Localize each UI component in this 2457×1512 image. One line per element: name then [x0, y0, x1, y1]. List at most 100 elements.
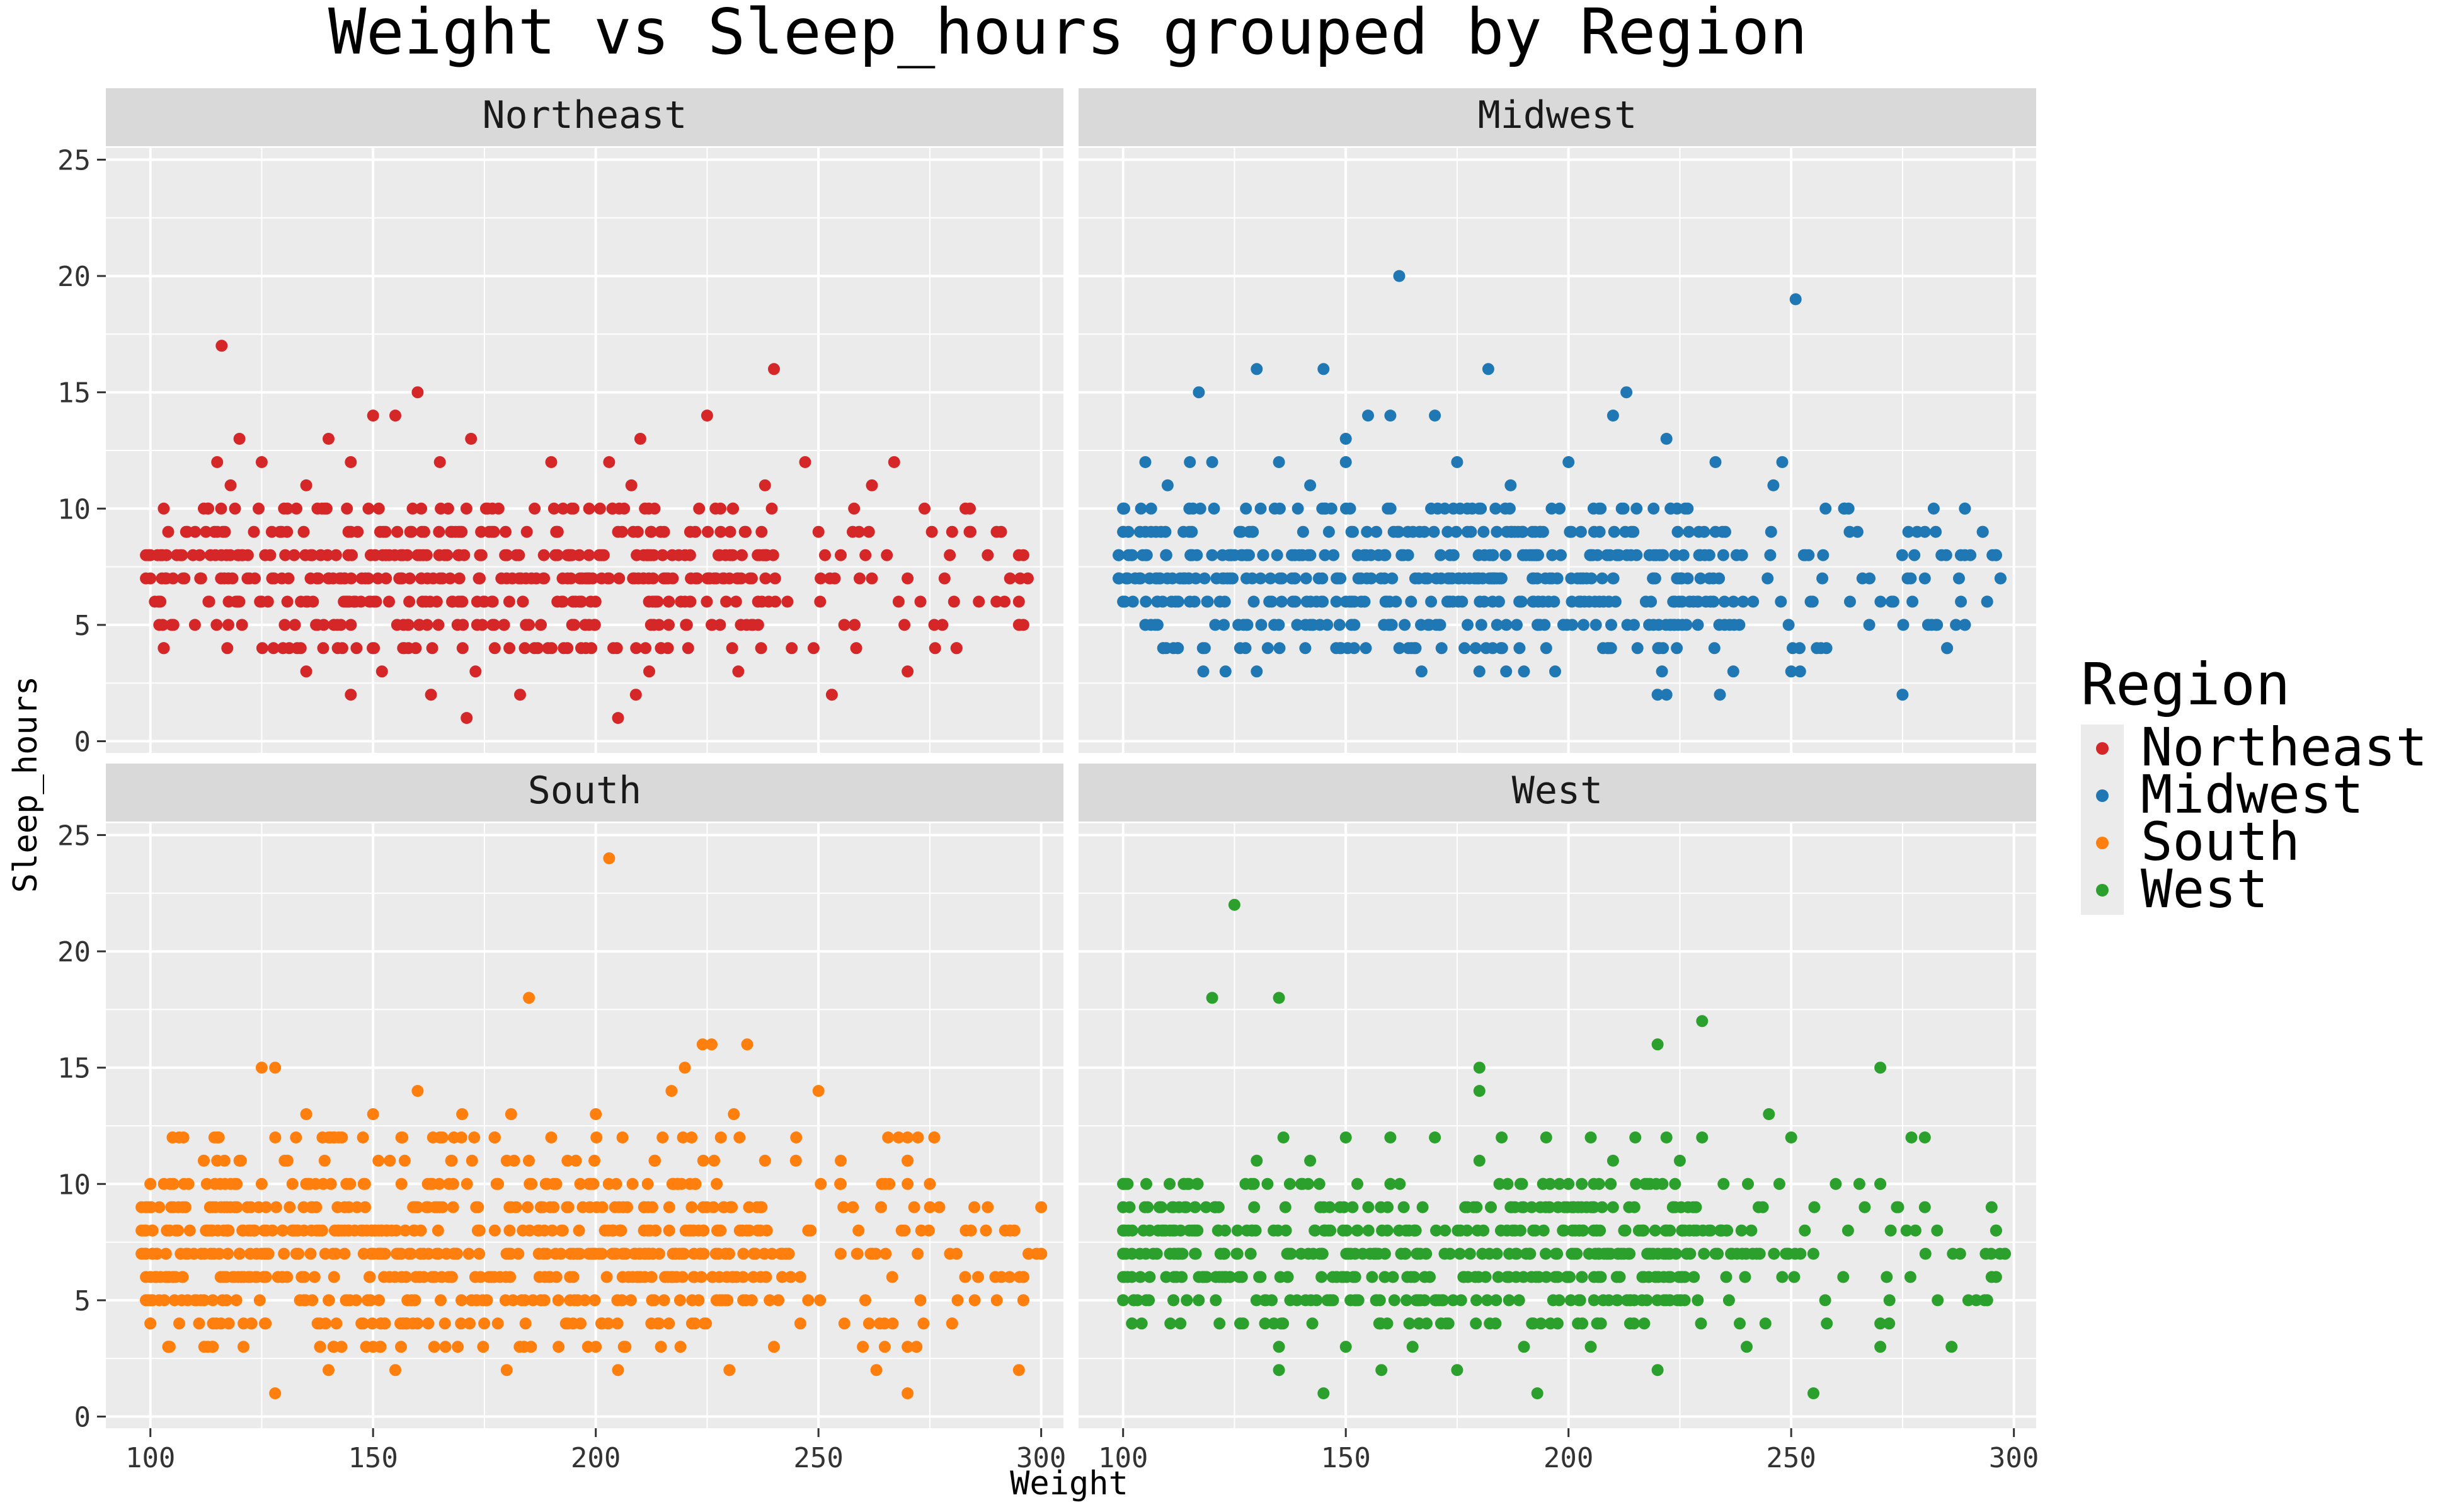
data-point: [220, 549, 233, 561]
data-point: [255, 1177, 268, 1190]
data-point: [910, 1341, 923, 1353]
data-point: [327, 1341, 340, 1353]
data-point: [1931, 1224, 1944, 1237]
data-point: [513, 572, 525, 585]
data-point: [1450, 525, 1462, 538]
data-point: [1376, 1224, 1389, 1237]
data-point: [524, 1224, 536, 1237]
data-point: [183, 1224, 196, 1237]
y-tick-label: 10: [57, 493, 91, 525]
data-point: [866, 479, 878, 491]
data-point: [1625, 525, 1638, 538]
data-point: [1486, 572, 1498, 585]
data-point: [1666, 1201, 1679, 1213]
data-point: [1334, 572, 1347, 585]
data-point: [1420, 1247, 1433, 1260]
data-point: [924, 1201, 936, 1213]
data-point: [752, 549, 764, 561]
data-point: [561, 1201, 573, 1213]
data-point: [1442, 1317, 1455, 1330]
data-point: [475, 525, 488, 538]
data-point: [442, 502, 454, 515]
data-point: [1517, 1271, 1530, 1283]
data-point: [1273, 572, 1286, 585]
data-point: [1714, 689, 1726, 701]
data-point: [1540, 1131, 1552, 1143]
data-point: [1435, 642, 1448, 655]
data-point: [1306, 619, 1319, 631]
data-point: [864, 1247, 877, 1260]
data-point: [1012, 619, 1025, 631]
data-point: [513, 1341, 526, 1353]
data-point: [492, 502, 505, 515]
data-point: [306, 1294, 319, 1307]
data-point: [1299, 1294, 1312, 1307]
data-point: [1618, 1224, 1630, 1237]
data-point: [450, 1247, 463, 1260]
data-point: [468, 1131, 481, 1143]
data-point: [1493, 1177, 1506, 1190]
data-point: [1470, 1294, 1482, 1307]
data-point: [1429, 1131, 1441, 1143]
data-point: [928, 619, 941, 631]
data-point: [686, 1294, 699, 1307]
facet-strip-label: West: [1512, 769, 1603, 813]
data-point: [203, 595, 215, 608]
data-point: [304, 1177, 316, 1190]
data-point: [1990, 1224, 2002, 1237]
data-point: [1117, 595, 1130, 608]
data-point: [318, 502, 331, 515]
data-point: [1950, 619, 1962, 631]
data-point: [1663, 1247, 1675, 1260]
data-point: [990, 1294, 1003, 1307]
data-point: [1232, 619, 1245, 631]
data-point: [1154, 572, 1166, 585]
legend-label: West: [2141, 858, 2268, 920]
data-point: [469, 665, 482, 678]
data-point: [723, 1364, 736, 1377]
data-point: [433, 1177, 445, 1190]
data-point: [447, 1177, 459, 1190]
data-point: [1713, 619, 1726, 631]
data-point: [1418, 525, 1431, 538]
data-point: [1213, 1271, 1225, 1283]
data-point: [389, 549, 401, 561]
facet-panel-northeast: Northeast: [106, 88, 1063, 753]
y-tick-label: 0: [74, 726, 91, 759]
data-point: [504, 1271, 517, 1283]
data-point: [314, 1341, 326, 1353]
data-point: [812, 525, 825, 538]
data-point: [1408, 1271, 1421, 1283]
data-point: [395, 1341, 407, 1353]
data-point: [144, 1271, 157, 1283]
data-point: [755, 525, 768, 538]
data-point: [391, 525, 404, 538]
data-point: [1021, 572, 1034, 585]
facet-panel-south: South: [106, 764, 1063, 1428]
facet-strip: [106, 764, 1063, 822]
data-point: [1442, 572, 1454, 585]
data-point: [396, 1131, 409, 1143]
data-point: [350, 642, 363, 655]
data-point: [1568, 1247, 1581, 1260]
data-point: [1817, 549, 1830, 561]
data-point: [444, 572, 456, 585]
y-tick-label: 25: [57, 820, 91, 852]
data-point: [433, 456, 446, 468]
y-tick-label: 10: [57, 1169, 91, 1201]
data-point: [188, 1294, 201, 1307]
data-point: [1962, 1294, 1974, 1307]
data-point: [1140, 1177, 1152, 1190]
data-point: [1902, 525, 1915, 538]
data-point: [1908, 549, 1921, 561]
data-point: [1347, 1271, 1360, 1283]
data-point: [1474, 595, 1486, 608]
data-point: [476, 619, 488, 631]
data-point: [341, 502, 353, 515]
data-point: [432, 1224, 444, 1237]
data-point: [336, 642, 348, 655]
data-point: [1660, 1131, 1673, 1143]
data-point: [794, 1317, 806, 1330]
data-point: [362, 502, 375, 515]
